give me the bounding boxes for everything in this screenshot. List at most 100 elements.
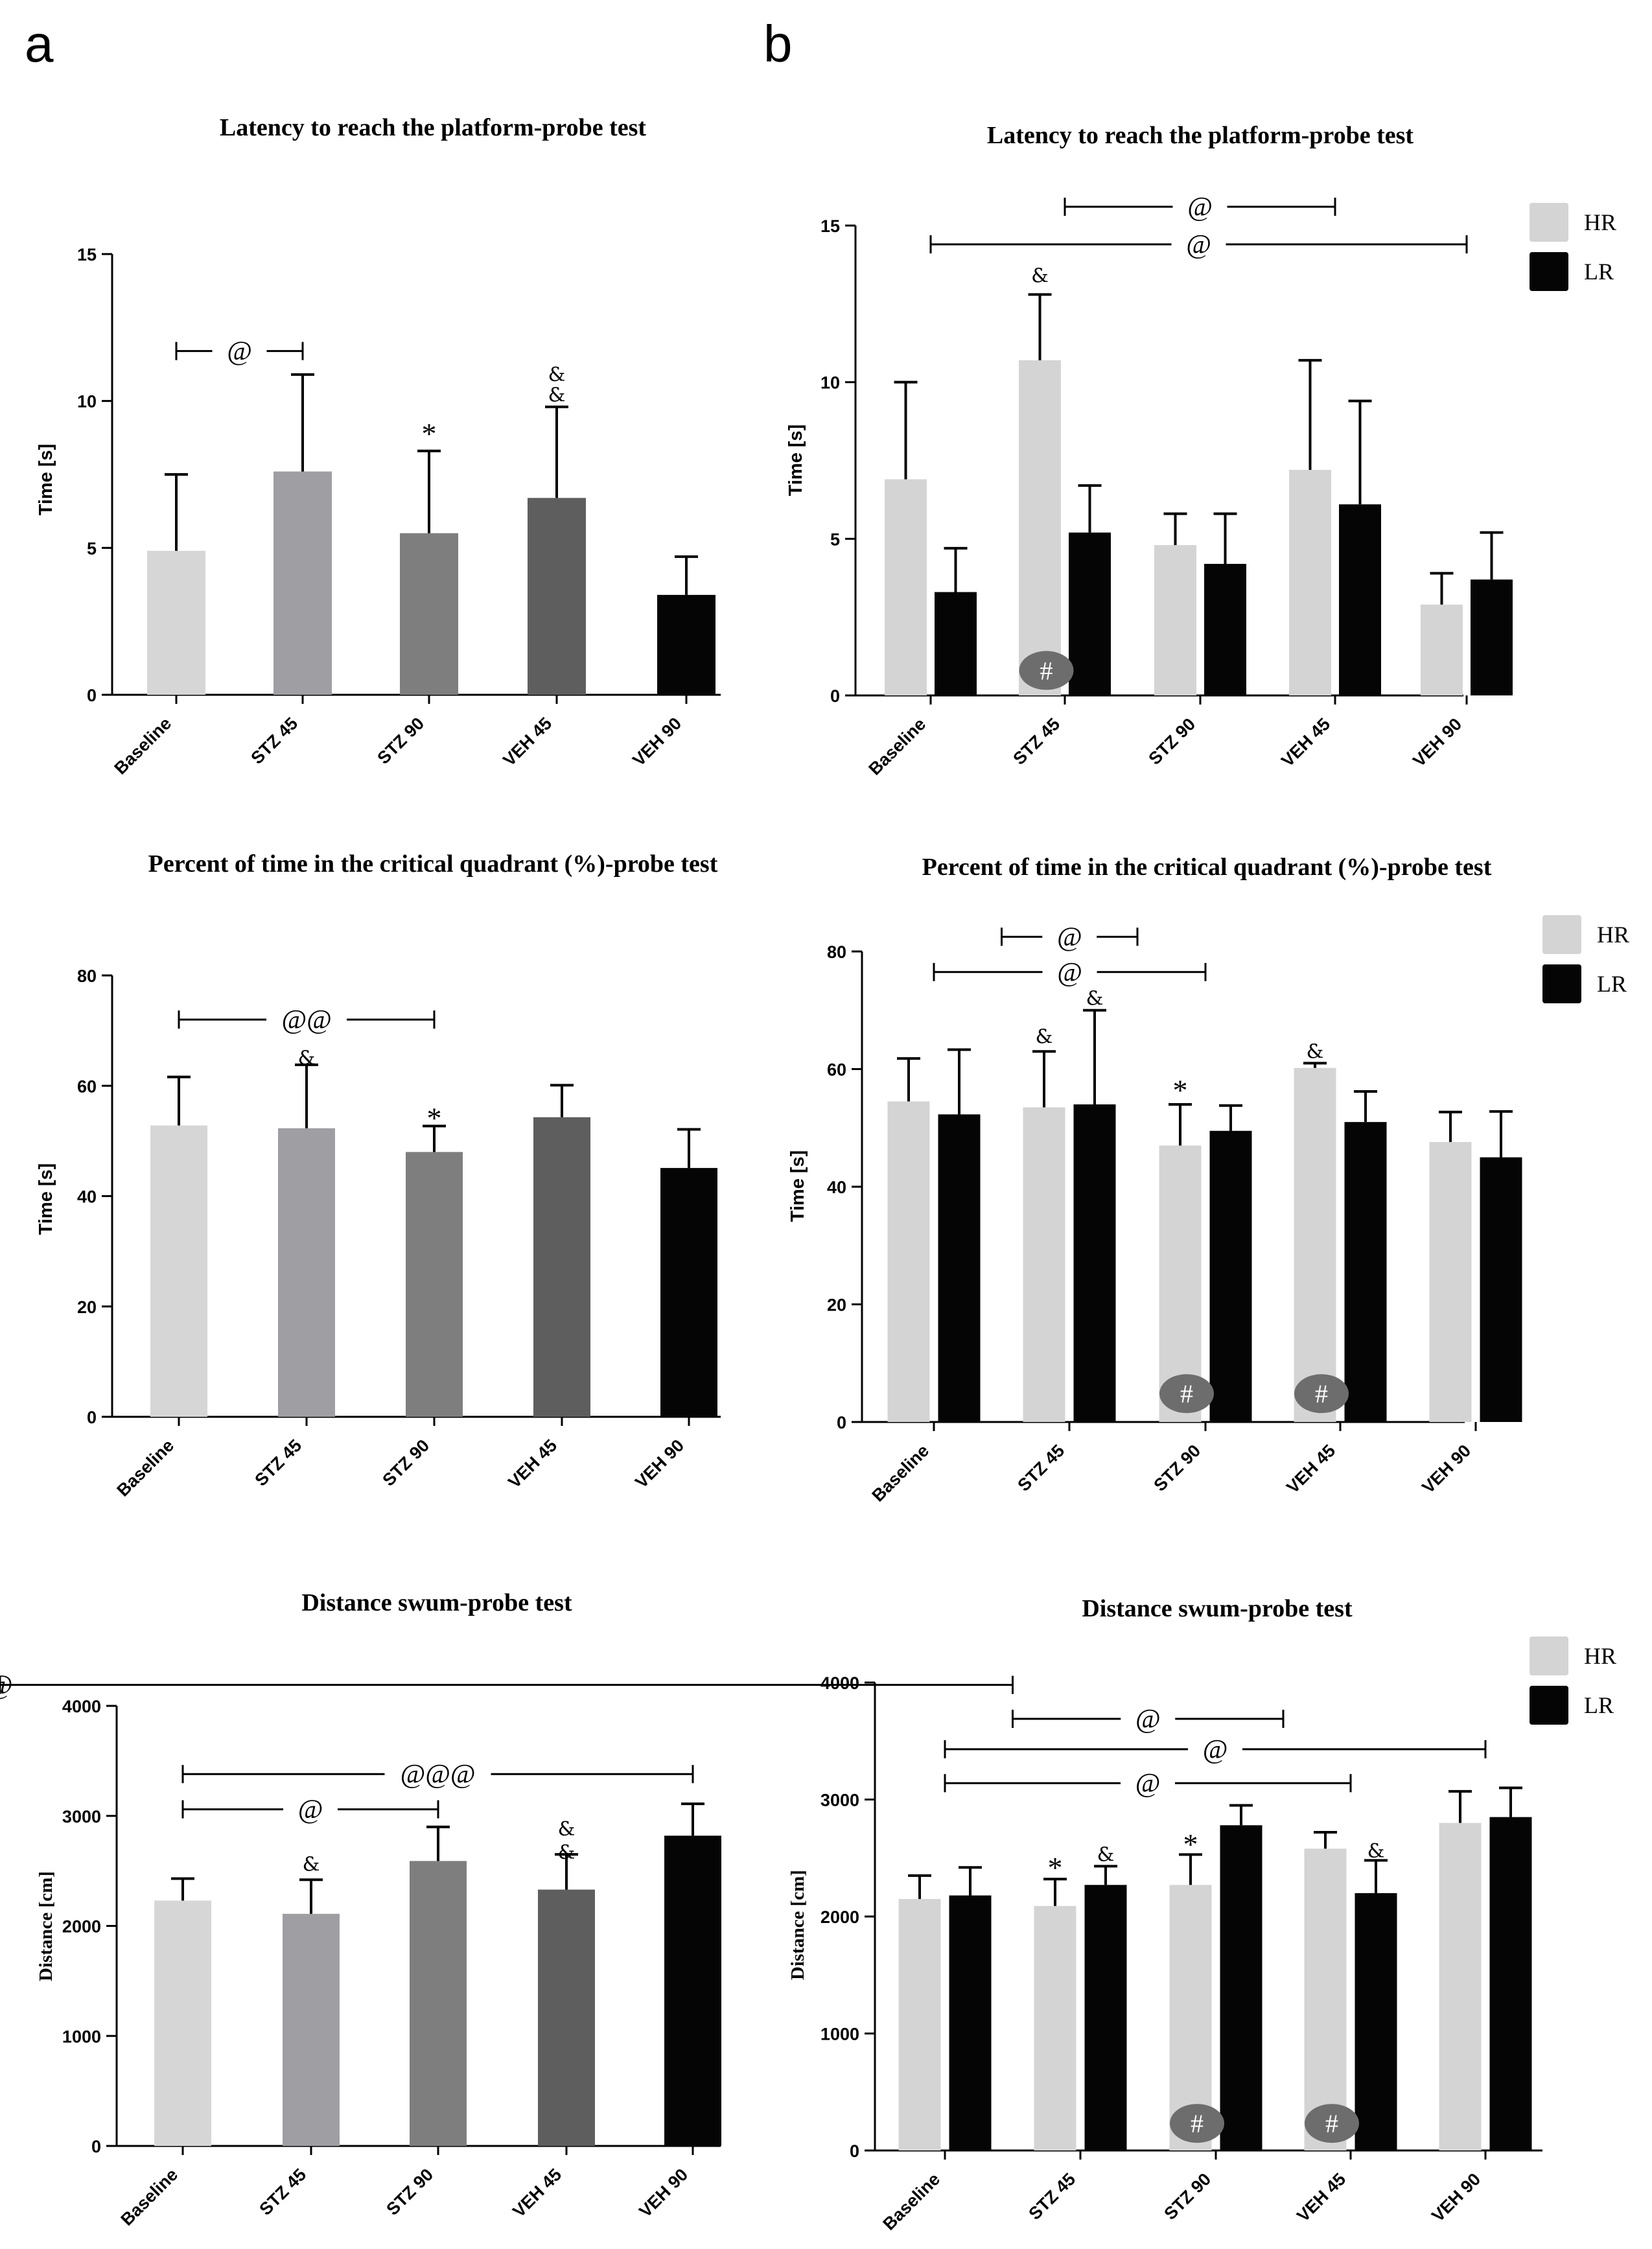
significance-ampersand: & bbox=[303, 1853, 320, 1876]
x-tick-label: VEH 90 bbox=[1418, 1441, 1474, 1497]
hash-bubble bbox=[1019, 651, 1074, 690]
x-tick-label: STZ 90 bbox=[1150, 1441, 1204, 1495]
y-tick-label: 2000 bbox=[820, 1907, 859, 1927]
category-0-bar bbox=[154, 1900, 211, 2146]
series-lr-bar bbox=[949, 1895, 992, 2150]
category-1-bar bbox=[278, 1128, 335, 1417]
y-tick-label: 60 bbox=[827, 1060, 846, 1080]
chart-b1: Latency to reach the platform-probe test… bbox=[785, 122, 1616, 779]
series-lr-bar bbox=[1204, 564, 1246, 695]
panel-label-b: b bbox=[763, 15, 793, 73]
hash-marker: # bbox=[1191, 2109, 1204, 2138]
legend: HR LR bbox=[1530, 203, 1616, 291]
series-lr-bar bbox=[1471, 579, 1513, 695]
series-hr-bar bbox=[898, 1898, 941, 2150]
legend: HR LR bbox=[1542, 915, 1629, 1003]
bracket-label: @ bbox=[1203, 1735, 1228, 1765]
y-axis-label: Distance [cm] bbox=[787, 1870, 808, 1980]
significance-ampersand: & bbox=[1097, 1843, 1115, 1866]
series-lr-bar bbox=[938, 1114, 981, 1422]
bracket-label: @ bbox=[1187, 192, 1213, 222]
significance-ampersand: & bbox=[1367, 1840, 1385, 1863]
x-tick-label: Baseline bbox=[879, 2169, 944, 2234]
x-tick-label: STZ 90 bbox=[1160, 2169, 1215, 2224]
significance-star: * bbox=[1183, 1828, 1198, 1861]
y-tick-label: 5 bbox=[830, 530, 840, 549]
series-hr-bar bbox=[885, 479, 927, 695]
x-tick-label: Baseline bbox=[868, 1441, 933, 1506]
category-3-bar bbox=[528, 498, 586, 695]
chart-title: Distance swum-probe test bbox=[301, 1589, 572, 1616]
series-hr-bar bbox=[887, 1101, 930, 1422]
hash-marker: # bbox=[1325, 2109, 1338, 2138]
bracket-label: @@ bbox=[281, 1005, 331, 1035]
y-tick-label: 0 bbox=[91, 2137, 101, 2156]
y-tick-label: 15 bbox=[820, 216, 840, 236]
x-tick-label: VEH 45 bbox=[504, 1436, 561, 1492]
x-tick-label: VEH 90 bbox=[629, 714, 685, 770]
bracket-label: @ bbox=[1057, 922, 1082, 952]
x-tick-label: STZ 45 bbox=[1009, 714, 1064, 769]
category-1-bar bbox=[283, 1913, 340, 2146]
chart-title: Latency to reach the platform-probe test bbox=[220, 114, 647, 141]
x-tick-label: STZ 90 bbox=[1145, 714, 1199, 769]
y-tick-label: 60 bbox=[77, 1077, 97, 1096]
y-tick-label: 0 bbox=[87, 1408, 97, 1427]
legend-label-hr: HR bbox=[1584, 209, 1616, 235]
y-tick-label: 2000 bbox=[62, 1917, 101, 1937]
series-lr-bar bbox=[1339, 504, 1381, 695]
bracket-label: @ bbox=[0, 1671, 12, 1701]
x-tick-label: STZ 90 bbox=[378, 1436, 433, 1490]
panel-label-a: a bbox=[25, 15, 54, 73]
legend: HR LR bbox=[1530, 1637, 1616, 1725]
x-tick-label: Baseline bbox=[110, 714, 175, 778]
bracket-label: @ bbox=[1186, 230, 1211, 260]
category-0-bar bbox=[150, 1125, 207, 1417]
legend-swatch-lr bbox=[1530, 1686, 1568, 1725]
y-tick-label: 40 bbox=[77, 1187, 97, 1207]
x-tick-label: STZ 45 bbox=[1025, 2169, 1079, 2224]
bracket-label: @ bbox=[1057, 958, 1082, 988]
y-tick-label: 40 bbox=[827, 1178, 846, 1197]
category-0-bar bbox=[147, 550, 205, 695]
y-tick-label: 20 bbox=[827, 1296, 846, 1315]
category-1-bar bbox=[273, 471, 332, 695]
series-lr-bar bbox=[1084, 1885, 1127, 2150]
y-axis-label: Time [s] bbox=[785, 425, 806, 496]
series-lr-bar bbox=[1069, 532, 1111, 695]
significance-ampersand: & bbox=[558, 1841, 576, 1864]
category-3-bar bbox=[533, 1117, 590, 1417]
series-lr-bar bbox=[1344, 1122, 1387, 1422]
series-lr-bar bbox=[1355, 1893, 1397, 2150]
legend-swatch-lr bbox=[1530, 252, 1568, 291]
series-lr-bar bbox=[935, 592, 977, 695]
series-hr-bar bbox=[1439, 1823, 1482, 2150]
category-4-bar bbox=[660, 1168, 717, 1417]
series-hr-bar bbox=[1294, 1067, 1336, 1422]
series-hr-bar bbox=[1429, 1142, 1472, 1422]
category-4-bar bbox=[664, 1835, 721, 2146]
significance-star: * bbox=[1048, 1851, 1063, 1884]
x-tick-label: STZ 45 bbox=[251, 1436, 305, 1490]
x-tick-label: STZ 45 bbox=[1014, 1441, 1068, 1495]
legend-label-lr: LR bbox=[1584, 1692, 1614, 1718]
chart-b3: Distance swum-probe test Distance [cm] 0 10… bbox=[0, 1595, 1616, 2234]
y-tick-label: 4000 bbox=[62, 1697, 101, 1716]
bracket-label: @@@ bbox=[401, 1760, 476, 1789]
hash-marker: # bbox=[1180, 1379, 1193, 1408]
y-tick-label: 0 bbox=[837, 1413, 846, 1432]
legend-label-hr: HR bbox=[1597, 922, 1629, 948]
category-2-bar bbox=[410, 1861, 467, 2146]
x-tick-label: Baseline bbox=[117, 2165, 181, 2230]
bracket-label: @ bbox=[1135, 1705, 1161, 1734]
category-3-bar bbox=[538, 1889, 595, 2146]
y-axis-label: Time [s] bbox=[36, 1163, 56, 1235]
category-2-bar bbox=[400, 533, 458, 695]
legend-swatch-lr bbox=[1542, 964, 1581, 1003]
category-4-bar bbox=[657, 594, 715, 695]
significance-ampersand: & bbox=[1086, 988, 1104, 1010]
significance-ampersand: & bbox=[298, 1047, 316, 1070]
x-tick-label: STZ 90 bbox=[382, 2165, 437, 2219]
x-tick-label: VEH 45 bbox=[1293, 2169, 1349, 2226]
